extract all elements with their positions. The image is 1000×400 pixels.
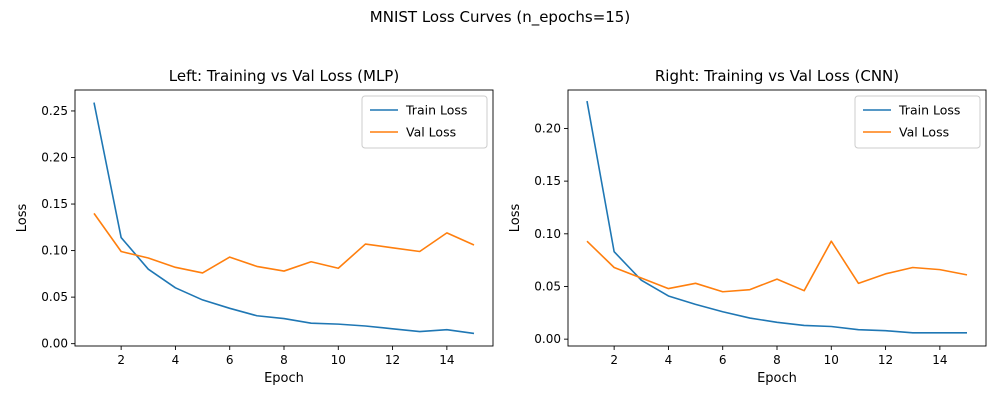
- series-line-val-loss: [586, 240, 968, 293]
- x-tick-label: 14: [932, 353, 947, 367]
- legend-box: [361, 95, 488, 149]
- legend: Train Loss Val Loss: [361, 95, 488, 149]
- x-tick-label: 8: [773, 353, 781, 367]
- y-tick-label: 0.20: [41, 150, 68, 164]
- y-axis-label: Loss: [508, 204, 523, 233]
- y-tick-label: 0.10: [41, 244, 68, 258]
- x-tick-label: 12: [878, 353, 893, 367]
- legend: Train Loss Val Loss: [854, 95, 981, 149]
- y-tick-label: 0.15: [41, 197, 68, 211]
- legend-label: Val Loss: [899, 125, 949, 140]
- y-tick-label: 0.05: [41, 290, 68, 304]
- series-line-train-loss: [586, 100, 967, 334]
- x-tick-label: 2: [610, 353, 618, 367]
- x-tick-label: 8: [280, 353, 288, 367]
- series-line-train-loss: [93, 102, 475, 335]
- legend-label: Train Loss: [405, 103, 467, 118]
- subplot-1: Left: Training vs Val Loss (MLP) 2 4 6 8 10 12…: [15, 67, 494, 386]
- series-line-val-loss: [93, 212, 475, 274]
- subplot-2: Right: Training vs Val Loss (CNN) 2 4 6 8 10 1…: [508, 67, 987, 386]
- subplot-title: Right: Training vs Val Loss (CNN): [655, 67, 899, 85]
- x-axis-label: Epoch: [757, 371, 797, 386]
- x-tick-label: 10: [331, 353, 346, 367]
- y-tick-label: 0.25: [41, 104, 68, 118]
- y-tick-label: 0.00: [41, 337, 68, 351]
- figure-suptitle: MNIST Loss Curves (n_epochs=15): [370, 8, 630, 27]
- legend-box: [854, 95, 981, 149]
- x-tick-label: 10: [824, 353, 839, 367]
- y-axis-label: Loss: [15, 204, 30, 233]
- x-axis-label: Epoch: [264, 371, 304, 386]
- x-tick-label: 6: [226, 353, 234, 367]
- y-tick-label: 0.10: [534, 227, 561, 241]
- x-tick-label: 12: [385, 353, 400, 367]
- x-tick-label: 14: [439, 353, 454, 367]
- x-tick-label: 4: [172, 353, 180, 367]
- y-tick-label: 0.00: [534, 332, 561, 346]
- subplots: Left: Training vs Val Loss (MLP) 2 4 6 8 10 12…: [15, 67, 987, 386]
- y-tick-label: 0.05: [534, 279, 561, 293]
- x-tick-label: 2: [117, 353, 125, 367]
- x-tick-label: 6: [719, 353, 727, 367]
- x-tick-label: 4: [665, 353, 673, 367]
- y-tick-label: 0.20: [534, 121, 561, 135]
- y-tick-label: 0.15: [534, 174, 561, 188]
- legend-label: Val Loss: [406, 125, 456, 140]
- subplot-title: Left: Training vs Val Loss (MLP): [169, 67, 399, 85]
- legend-label: Train Loss: [898, 103, 960, 118]
